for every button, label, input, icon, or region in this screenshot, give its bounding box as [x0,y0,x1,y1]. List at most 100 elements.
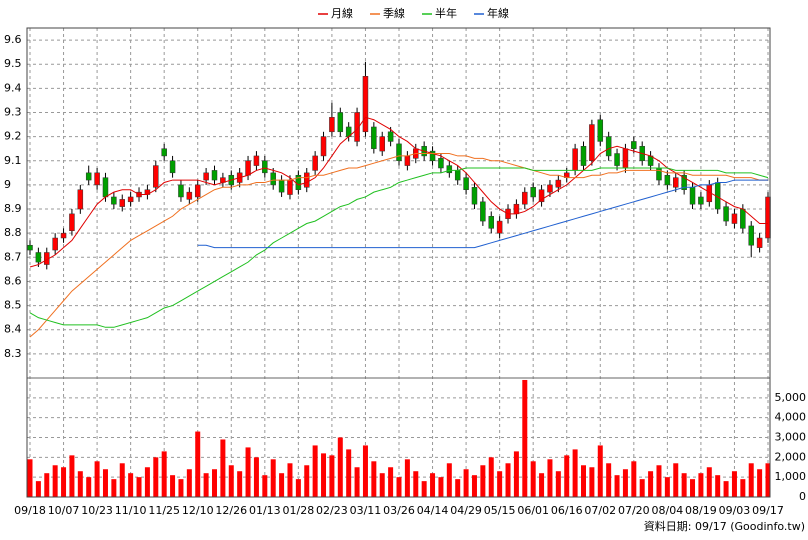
candle-body [530,187,536,198]
candle-body [379,136,385,152]
candle-body [304,172,310,188]
volume-bar [128,473,134,497]
x-tick-label: 06/16 [551,504,583,517]
volume-bar [321,453,327,497]
volume-bar [262,475,268,497]
volume-bar [195,431,201,497]
x-tick-label: 04/29 [450,504,482,517]
ma-line [29,116,768,268]
volume-bar [765,463,771,497]
volume-bar [44,473,50,497]
y-tick-label: 9.3 [4,105,22,118]
volume-bar [589,467,595,497]
x-tick-label: 03/26 [383,504,415,517]
volume-bar [463,469,469,497]
volume-bar [606,463,612,497]
candle-body [387,131,394,142]
volume-bar [144,467,150,497]
candle-body [689,187,696,205]
candle-body [555,179,562,188]
candle-body [186,191,193,200]
volume-bar [639,479,645,497]
candle-body [471,187,478,205]
x-tick-label: 05/15 [484,504,516,517]
candle-body [119,199,125,207]
y-tick-label: 8.8 [4,226,22,239]
volume-bar [731,471,737,497]
candle-body [396,143,402,162]
x-tick-label: 06/01 [517,504,549,517]
candle-body [622,148,629,169]
volume-bar [170,475,176,497]
volume-bar [748,463,754,497]
y2-tick-label: 4,000 [775,411,807,424]
candle-body [480,201,486,222]
volume-bar [497,471,503,497]
volume-bar [706,467,712,497]
x-tick-label: 01/28 [283,504,315,517]
candle-body [589,124,595,162]
volume-bar [631,461,637,497]
plot-border [26,27,771,498]
x-tick-label: 07/20 [618,504,650,517]
candle-body [454,170,461,181]
volume-bar [547,459,553,497]
candle-body [580,146,587,166]
ma-line [197,179,768,249]
volume-bar [690,479,696,497]
x-tick-label: 08/04 [652,504,684,517]
volume-bar [740,479,746,497]
y-tick-label: 8.9 [4,202,22,215]
candle-body [740,208,746,229]
volume-bar [178,479,184,497]
y-tick-label: 9.5 [4,57,22,70]
y-tick-label: 8.5 [4,299,22,312]
candle-body [153,165,159,188]
x-tick-label: 10/07 [48,504,80,517]
volume-bar [388,467,394,497]
candle-body [161,148,167,157]
volume-bar [488,457,494,497]
volume-bar [522,379,528,497]
volume-bar [698,473,704,497]
legend-label: 月線 [331,6,353,20]
candle-body [253,155,260,166]
volume-bar [404,459,410,497]
volume-bar [421,481,427,497]
candle-body [127,196,134,203]
candle-body [538,189,545,203]
y2-tick-label: 2,000 [775,450,807,463]
candle-body [463,177,469,190]
y-tick-label: 9.1 [4,154,22,167]
candle-body [102,177,109,198]
legend-label: 半年 [435,6,457,20]
y-tick-label: 9.4 [4,81,22,94]
candle-body [312,155,318,171]
volume-bar [715,475,721,497]
candle-body [94,172,100,186]
candle-body [371,126,377,149]
x-tick-label: 07/02 [584,504,616,517]
candle-body [69,213,75,232]
volume-bar [287,463,293,497]
volume-bar [614,475,620,497]
volume-bar [245,447,251,497]
volume-bar [312,445,318,497]
candle-body [656,167,662,181]
candle-body [522,191,528,205]
candle-body [111,196,117,205]
y-tick-label: 9.6 [4,33,22,46]
volume-bar [539,473,545,497]
volume-bar [119,463,125,497]
x-tick-label: 02/23 [316,504,348,517]
y2-tick-label: 3,000 [775,431,807,444]
volume-bar [438,477,444,497]
volume-bar [673,463,679,497]
ma-line [29,153,768,338]
x-tick-label: 11/25 [148,504,180,517]
volume-bar [61,467,67,497]
candle-body [723,206,729,222]
volume-bar [362,445,368,497]
candle-body [446,165,453,174]
